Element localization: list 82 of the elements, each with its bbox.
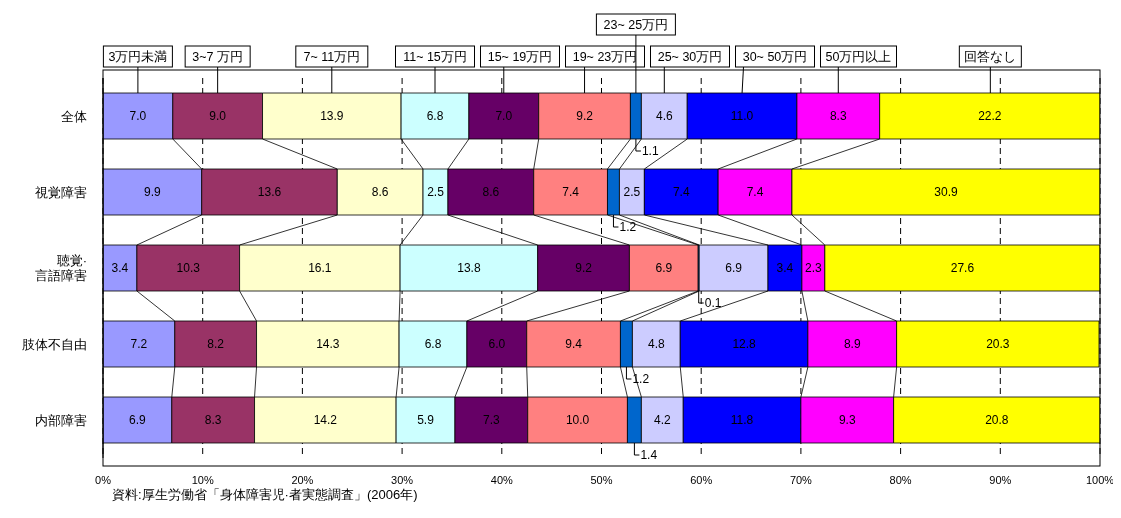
data-label: 8.6: [371, 185, 389, 200]
text: 30~ 50万円: [742, 49, 808, 64]
data-label: 13.6: [257, 185, 282, 200]
data-label: 7.4: [672, 185, 690, 200]
y-tick-label: 内部障害: [35, 412, 87, 428]
data-label: 1.1: [641, 144, 659, 159]
y-tick-label: 肢体不自由: [22, 336, 87, 352]
y-tick-label: 聴覚· 言語障害: [35, 252, 87, 284]
x-tick-label: 10%: [191, 473, 214, 486]
text: 15~ 19万円: [487, 49, 553, 64]
data-label: 6.9: [725, 261, 743, 276]
data-label: 4.6: [655, 109, 673, 124]
data-label: 7.2: [130, 337, 148, 352]
data-label: 11.8: [730, 413, 754, 428]
data-label: 8.6: [482, 185, 500, 200]
data-label: 2.5: [623, 185, 641, 200]
data-label: 30.9: [934, 185, 958, 200]
data-label: 13.8: [457, 261, 481, 276]
x-tick-label: 80%: [889, 473, 912, 486]
data-label: 6.8: [424, 337, 442, 352]
x-tick-label: 50%: [590, 473, 613, 486]
x-tick-label: 40%: [490, 473, 514, 486]
x-tick-label: 70%: [789, 473, 813, 486]
y-tick-label: 視覚障害: [35, 184, 87, 200]
data-label: 8.9: [843, 337, 861, 352]
data-label: 2.5: [427, 185, 445, 200]
data-label: 9.3: [838, 413, 856, 428]
data-label: 4.2: [653, 413, 671, 428]
x-tick-label: 90%: [989, 473, 1012, 486]
data-label: 7.4: [746, 185, 764, 200]
data-label: 3.4: [776, 261, 794, 276]
data-label: 6.9: [129, 413, 147, 428]
data-label: 5.9: [417, 413, 435, 428]
data-label: 14.3: [316, 337, 340, 352]
data-label: 8.3: [204, 413, 222, 428]
data-label: 9.9: [144, 185, 162, 200]
text: 3~7 万円: [192, 49, 243, 64]
text: 回答なし: [964, 49, 1017, 64]
data-label: 0.1: [704, 296, 722, 311]
text: 3万円未満: [108, 49, 168, 64]
data-label: 9.4: [565, 337, 583, 352]
text: 23~ 25万円: [603, 17, 669, 32]
data-label: 8.2: [207, 337, 225, 352]
text: 50万円以上: [825, 49, 892, 64]
data-label: 13.9: [320, 109, 344, 124]
data-label: 11.0: [730, 109, 754, 124]
data-label: 3.4: [111, 261, 129, 276]
data-label: 1.4: [640, 448, 658, 463]
data-label: 14.2: [313, 413, 338, 428]
data-label: 7.0: [495, 109, 513, 124]
text: 25~ 30万円: [657, 49, 723, 64]
data-label: 6.9: [655, 261, 673, 276]
data-label: 2.3: [805, 261, 823, 276]
data-label: 10.3: [176, 261, 201, 276]
data-label: 7.4: [562, 185, 580, 200]
data-label: 27.6: [950, 261, 975, 276]
data-label: 7.3: [482, 413, 500, 428]
data-label: 22.2: [978, 109, 1002, 124]
x-tick-label: 100%: [1085, 473, 1115, 486]
x-tick-label: 30%: [391, 473, 414, 486]
data-label: 6.0: [488, 337, 506, 352]
data-label: 6.8: [426, 109, 444, 124]
y-tick-label: 全体: [61, 108, 87, 124]
data-label: 9.0: [209, 109, 227, 124]
data-label: 12.8: [732, 337, 757, 352]
data-label: 9.2: [575, 261, 593, 276]
data-label: 10.0: [565, 413, 590, 428]
data-label: 1.2: [632, 372, 650, 387]
data-label: 8.3: [829, 109, 847, 124]
data-label: 7.0: [129, 109, 147, 124]
x-tick-label: 20%: [291, 473, 314, 486]
x-tick-label: 60%: [690, 473, 713, 486]
data-label: 16.1: [308, 261, 332, 276]
text: 7~ 11万円: [303, 49, 361, 64]
data-label: 20.3: [986, 337, 1010, 352]
data-label: 4.8: [647, 337, 665, 352]
data-label: 1.2: [619, 220, 637, 235]
text: 11~ 15万円: [403, 49, 467, 64]
data-label: 20.8: [985, 413, 1009, 428]
x-tick-label: 0%: [95, 473, 112, 486]
text: 資料:厚生労働省「身体障害児·者実態調査」(2006年): [112, 486, 419, 504]
data-label: 9.2: [576, 109, 594, 124]
